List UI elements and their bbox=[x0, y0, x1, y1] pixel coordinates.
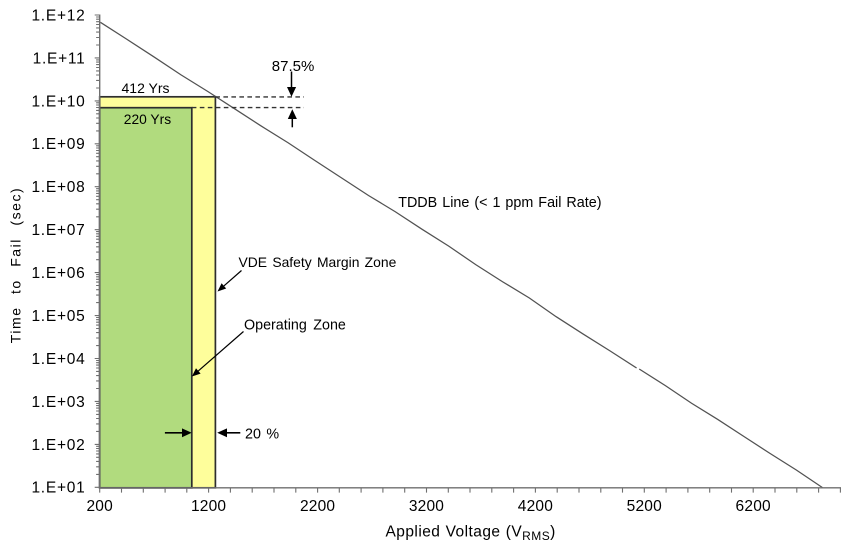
svg-text:6200: 6200 bbox=[736, 498, 771, 515]
svg-text:1.E+11: 1.E+11 bbox=[33, 50, 86, 67]
svg-text:1.E+10: 1.E+10 bbox=[31, 93, 85, 110]
svg-text:1.E+05: 1.E+05 bbox=[31, 308, 85, 325]
svg-text:1.E+09: 1.E+09 bbox=[31, 136, 85, 153]
svg-text:VDE Safety Margin Zone: VDE Safety Margin Zone bbox=[239, 254, 397, 270]
svg-text:20 %: 20 % bbox=[245, 426, 279, 442]
svg-text:1.E+12: 1.E+12 bbox=[31, 7, 85, 24]
svg-text:1.E+02: 1.E+02 bbox=[31, 437, 85, 454]
svg-text:1.E+07: 1.E+07 bbox=[31, 222, 85, 239]
svg-text:4200: 4200 bbox=[518, 498, 553, 515]
svg-text:Applied Voltage (VRMS): Applied Voltage (VRMS) bbox=[386, 524, 556, 544]
svg-text:2200: 2200 bbox=[300, 498, 335, 515]
svg-text:1.E+06: 1.E+06 bbox=[31, 265, 85, 282]
svg-text:1.E+03: 1.E+03 bbox=[31, 394, 85, 411]
svg-text:Time to Fail (sec): Time to Fail (sec) bbox=[8, 187, 24, 344]
svg-text:1.E+04: 1.E+04 bbox=[31, 351, 85, 368]
svg-text:5200: 5200 bbox=[627, 498, 662, 515]
svg-text:200: 200 bbox=[86, 498, 113, 515]
svg-text:87.5%: 87.5% bbox=[272, 58, 315, 75]
svg-text:Operating Zone: Operating Zone bbox=[244, 318, 346, 334]
svg-text:3200: 3200 bbox=[409, 498, 444, 515]
svg-text:1.E+01: 1.E+01 bbox=[31, 480, 85, 497]
svg-text:1200: 1200 bbox=[191, 498, 226, 515]
svg-text:412 Yrs: 412 Yrs bbox=[122, 80, 170, 96]
svg-text:TDDB Line (< 1 ppm Fail Rate): TDDB Line (< 1 ppm Fail Rate) bbox=[398, 195, 601, 211]
svg-text:1.E+08: 1.E+08 bbox=[31, 179, 85, 196]
svg-text:220 Yrs: 220 Yrs bbox=[124, 112, 171, 127]
